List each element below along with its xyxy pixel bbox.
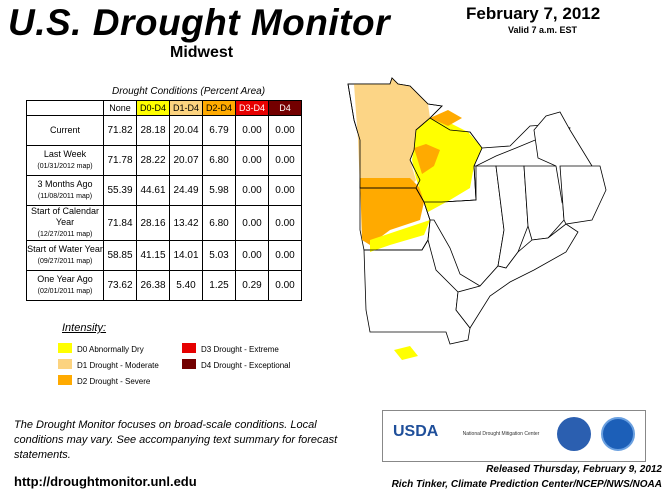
column-header: D3-D4 bbox=[235, 100, 269, 116]
column-header: D2-D4 bbox=[202, 100, 236, 116]
row-label-date: (09/27/2011 map) bbox=[37, 258, 93, 265]
table-cell: 6.80 bbox=[202, 205, 236, 241]
table-cell: 5.40 bbox=[169, 270, 203, 301]
table-row: One Year Ago (02/01/2011 map) 73.62 26.38 5.… bbox=[26, 270, 302, 301]
table-cell: 1.25 bbox=[202, 270, 236, 301]
column-header: D0-D4 bbox=[136, 100, 170, 116]
row-label-date: (02/01/2011 map) bbox=[37, 288, 93, 295]
table-cell: 71.82 bbox=[103, 115, 137, 146]
table-cell: 0.00 bbox=[235, 115, 269, 146]
table-cell: 0.29 bbox=[235, 270, 269, 301]
row-label-date: (01/31/2012 map) bbox=[37, 163, 93, 170]
table-row: Start of Water Year (09/27/2011 map) 58.85… bbox=[26, 240, 302, 271]
map-date: February 7, 2012 bbox=[466, 4, 601, 23]
column-header: D4 bbox=[268, 100, 302, 116]
row-label: Last Week (01/31/2012 map) bbox=[26, 145, 104, 176]
table-cell: 13.42 bbox=[169, 205, 203, 241]
table-corner bbox=[26, 100, 104, 116]
valid-time: Valid 7 a.m. EST bbox=[508, 25, 578, 35]
table-row: Last Week (01/31/2012 map) 71.78 28.22 20.07… bbox=[26, 145, 302, 176]
legend-swatch-d1 bbox=[58, 359, 72, 369]
table-cell: 26.38 bbox=[136, 270, 170, 301]
table-cell: 6.80 bbox=[202, 145, 236, 176]
table-cell: 0.00 bbox=[235, 145, 269, 176]
agency-logos: USDA National Drought Mitigation Center bbox=[382, 410, 646, 462]
footer-note: The Drought Monitor focuses on broad-sca… bbox=[14, 419, 338, 461]
table-cell: 73.62 bbox=[103, 270, 137, 301]
row-label: Current bbox=[26, 115, 104, 146]
legend-title: Intensity: bbox=[62, 322, 107, 334]
table-cell: 28.18 bbox=[136, 115, 170, 146]
legend-label-d3: D3 Drought - Extreme bbox=[201, 345, 279, 354]
legend-swatch-d0 bbox=[58, 343, 72, 353]
row-label: 3 Months Ago (11/08/2011 map) bbox=[26, 175, 104, 206]
region-name: Midwest bbox=[170, 44, 234, 61]
table-cell: 71.78 bbox=[103, 145, 137, 176]
table-cell: 14.01 bbox=[169, 240, 203, 271]
author-credit: Rich Tinker, Climate Prediction Center/N… bbox=[391, 479, 662, 490]
table-cell: 0.00 bbox=[268, 270, 302, 301]
table-cell: 0.00 bbox=[235, 240, 269, 271]
row-label: Start of Water Year (09/27/2011 map) bbox=[26, 240, 104, 271]
row-label-text: 3 Months Ago bbox=[37, 179, 93, 189]
row-label: One Year Ago (02/01/2011 map) bbox=[26, 270, 104, 301]
usda-logo: USDA bbox=[393, 423, 439, 440]
table-cell: 24.49 bbox=[169, 175, 203, 206]
column-header: D1-D4 bbox=[169, 100, 203, 116]
map-title: U.S. Drought Monitor bbox=[8, 2, 390, 43]
row-label-text: Last Week bbox=[43, 149, 87, 159]
table-cell: 28.16 bbox=[136, 205, 170, 241]
table-cell: 0.00 bbox=[268, 240, 302, 271]
table-cell: 0.00 bbox=[235, 175, 269, 206]
table-cell: 0.00 bbox=[268, 205, 302, 241]
release-date: Released Thursday, February 9, 2012 bbox=[486, 464, 662, 475]
legend-swatch-d2 bbox=[58, 375, 72, 385]
table-cell: 0.00 bbox=[268, 115, 302, 146]
table-row: 3 Months Ago (11/08/2011 map) 55.39 44.61 24… bbox=[26, 175, 302, 206]
drought-conditions-table: None D0-D4 D1-D4 D2-D4 D3-D4 D4 Current 7… bbox=[26, 100, 302, 301]
table-cell: 71.84 bbox=[103, 205, 137, 241]
table-cell: 55.39 bbox=[103, 175, 137, 206]
legend-label-d1: D1 Drought - Moderate bbox=[77, 361, 159, 370]
table-cell: 5.03 bbox=[202, 240, 236, 271]
row-label: Start of Calendar Year (12/27/2011 map) bbox=[26, 205, 104, 241]
table-cell: 5.98 bbox=[202, 175, 236, 206]
legend-swatch-d3 bbox=[182, 343, 196, 353]
table-cell: 0.00 bbox=[268, 145, 302, 176]
table-cell: 41.15 bbox=[136, 240, 170, 271]
drought-areas bbox=[354, 78, 482, 360]
table-cell: 58.85 bbox=[103, 240, 137, 271]
row-label-text: Start of Calendar Year bbox=[30, 206, 100, 227]
row-label-date: (12/27/2011 map) bbox=[37, 231, 93, 238]
row-label-text: One Year Ago bbox=[37, 274, 93, 284]
noaa-logo-icon bbox=[601, 417, 635, 451]
column-header: None bbox=[103, 100, 137, 116]
table-cell: 6.79 bbox=[202, 115, 236, 146]
table-row: Start of Calendar Year (12/27/2011 map) 71… bbox=[26, 205, 302, 241]
table-cell: 44.61 bbox=[136, 175, 170, 206]
legend-label-d2: D2 Drought - Severe bbox=[77, 377, 151, 386]
table-caption: Drought Conditions (Percent Area) bbox=[112, 86, 266, 97]
legend-label-d4: D4 Drought - Exceptional bbox=[201, 361, 291, 370]
table-cell: 28.22 bbox=[136, 145, 170, 176]
row-label-text: Start of Water Year bbox=[27, 244, 103, 254]
table-cell: 20.07 bbox=[169, 145, 203, 176]
table-cell: 0.00 bbox=[268, 175, 302, 206]
table-cell: 20.04 bbox=[169, 115, 203, 146]
table-row: Current 71.82 28.18 20.04 6.79 0.00 0.00 bbox=[26, 115, 302, 146]
table-cell: 0.00 bbox=[235, 205, 269, 241]
legend-swatch-d4 bbox=[182, 359, 196, 369]
midwest-drought-map bbox=[347, 77, 607, 360]
row-label-text: Current bbox=[49, 125, 80, 135]
legend-label-d0: D0 Abnormally Dry bbox=[77, 345, 144, 354]
site-url-link[interactable]: http://droughtmonitor.unl.edu bbox=[14, 474, 197, 489]
ndmc-logo: National Drought Mitigation Center bbox=[462, 431, 540, 437]
commerce-seal-icon bbox=[557, 417, 591, 451]
row-label-date: (11/08/2011 map) bbox=[37, 193, 93, 200]
